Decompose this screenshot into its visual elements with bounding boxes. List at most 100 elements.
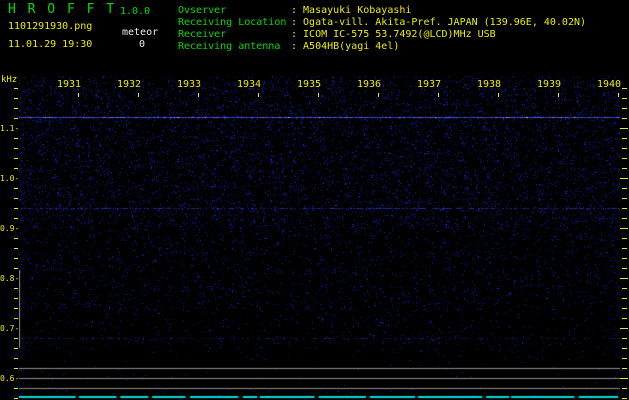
station-row-value: : Ogata-vill. Akita-Pref. JAPAN (139.96E… (291, 17, 587, 28)
station-row-value: : Masayuki Kobayashi (291, 5, 412, 16)
freq-minor-tick-right (622, 108, 627, 109)
freq-minor-tick-right (622, 118, 627, 119)
time-axis-label: 1931 (56, 79, 82, 90)
freq-axis-label: 0.7- (0, 324, 20, 333)
freq-minor-tick-left (14, 98, 18, 99)
freq-minor-tick-left (14, 288, 18, 289)
freq-minor-tick-left (14, 388, 18, 389)
freq-major-tick-right (620, 178, 628, 179)
freq-minor-tick-right (622, 288, 627, 289)
station-row-label: Receiver (178, 29, 227, 40)
freq-minor-tick-left (14, 368, 18, 369)
station-row-value: : A504HB(yagi 4el) (291, 41, 400, 52)
time-axis-tick (438, 93, 439, 97)
mode-label: meteor (122, 27, 159, 38)
time-axis-tick (618, 93, 619, 97)
time-axis-tick (318, 93, 319, 97)
time-axis-label: 1934 (236, 79, 262, 90)
freq-minor-tick-left (14, 338, 18, 339)
time-axis-label: 1933 (176, 79, 202, 90)
freq-minor-tick-right (622, 218, 627, 219)
freq-minor-tick-right (622, 258, 627, 259)
freq-minor-tick-right (622, 268, 627, 269)
freq-minor-tick-left (14, 348, 18, 349)
observation-datetime: 11.01.29 19:30 (8, 39, 93, 50)
station-row-label: Receiving antenna (178, 41, 281, 52)
freq-minor-tick-right (622, 338, 627, 339)
time-axis-tick (258, 93, 259, 97)
y-axis-unit-label: kHz (1, 75, 18, 85)
freq-major-tick-right (620, 278, 628, 279)
freq-minor-tick-left (14, 148, 18, 149)
time-axis-tick (558, 93, 559, 97)
freq-minor-tick-right (622, 198, 627, 199)
freq-minor-tick-left (14, 268, 18, 269)
freq-minor-tick-left (14, 258, 18, 259)
freq-minor-tick-right (622, 188, 627, 189)
freq-minor-tick-right (622, 208, 627, 209)
time-axis-label: 1932 (116, 79, 142, 90)
freq-minor-tick-right (622, 88, 627, 89)
time-axis-tick (198, 93, 199, 97)
freq-minor-tick-left (14, 88, 18, 89)
freq-major-tick-right (620, 228, 628, 229)
output-filename: 1101291930.png (8, 21, 93, 32)
freq-minor-tick-right (622, 158, 627, 159)
station-row: Ovserver : Masayuki Kobayashi (178, 5, 411, 17)
freq-minor-tick-right (622, 318, 627, 319)
station-row-label: Receiving Location (178, 17, 287, 28)
freq-axis-label: 0.8- (0, 274, 20, 283)
freq-major-tick-right (620, 378, 628, 379)
freq-major-tick-right (620, 328, 628, 329)
freq-minor-tick-left (14, 158, 18, 159)
freq-minor-tick-right (622, 358, 627, 359)
freq-minor-tick-left (14, 398, 18, 399)
time-axis-tick (498, 93, 499, 97)
station-row-value: : ICOM IC-575 53.7492(@LCD)MHz USB (291, 29, 496, 40)
freq-minor-tick-left (14, 138, 18, 139)
freq-minor-tick-left (14, 168, 18, 169)
freq-minor-tick-right (622, 398, 627, 399)
spectrogram-canvas (19, 76, 620, 400)
time-axis-label: 1938 (476, 79, 502, 90)
freq-minor-tick-right (622, 138, 627, 139)
freq-minor-tick-left (14, 118, 18, 119)
freq-minor-tick-left (14, 318, 18, 319)
freq-major-tick-right (620, 128, 628, 129)
app-version: 1.0.0 (120, 6, 151, 17)
station-row: Receiving Location : Ogata-vill. Akita-Pr… (178, 17, 586, 29)
freq-minor-tick-right (622, 238, 627, 239)
freq-minor-tick-right (622, 168, 627, 169)
time-axis-label: 1940 (596, 79, 622, 90)
freq-minor-tick-right (622, 248, 627, 249)
freq-minor-tick-right (622, 388, 627, 389)
freq-minor-tick-right (622, 308, 627, 309)
freq-minor-tick-left (14, 308, 18, 309)
app-title: H R O F F T (8, 2, 117, 17)
time-axis-label: 1937 (416, 79, 442, 90)
freq-axis-label: 0.9- (0, 224, 20, 233)
freq-minor-tick-left (14, 208, 18, 209)
time-axis-label: 1939 (536, 79, 562, 90)
time-axis-tick (138, 93, 139, 97)
freq-minor-tick-left (14, 188, 18, 189)
freq-minor-tick-right (622, 368, 627, 369)
meteor-echo-count: 0 (139, 39, 146, 50)
time-axis-tick (78, 93, 79, 97)
freq-axis-label: 1.0- (0, 174, 20, 183)
time-axis-tick (378, 93, 379, 97)
station-row: Receiving antenna : A504HB(yagi 4el) (178, 41, 399, 53)
freq-minor-tick-left (14, 298, 18, 299)
freq-minor-tick-left (14, 358, 18, 359)
freq-axis-label: 1.1- (0, 124, 20, 133)
freq-minor-tick-right (622, 98, 627, 99)
freq-axis-label: 0.6- (0, 374, 20, 383)
freq-minor-tick-left (14, 238, 18, 239)
station-row-label: Ovserver (178, 5, 227, 16)
freq-minor-tick-left (14, 248, 18, 249)
freq-minor-tick-left (14, 218, 18, 219)
freq-minor-tick-left (14, 198, 18, 199)
freq-minor-tick-right (622, 148, 627, 149)
time-axis-label: 1936 (356, 79, 382, 90)
